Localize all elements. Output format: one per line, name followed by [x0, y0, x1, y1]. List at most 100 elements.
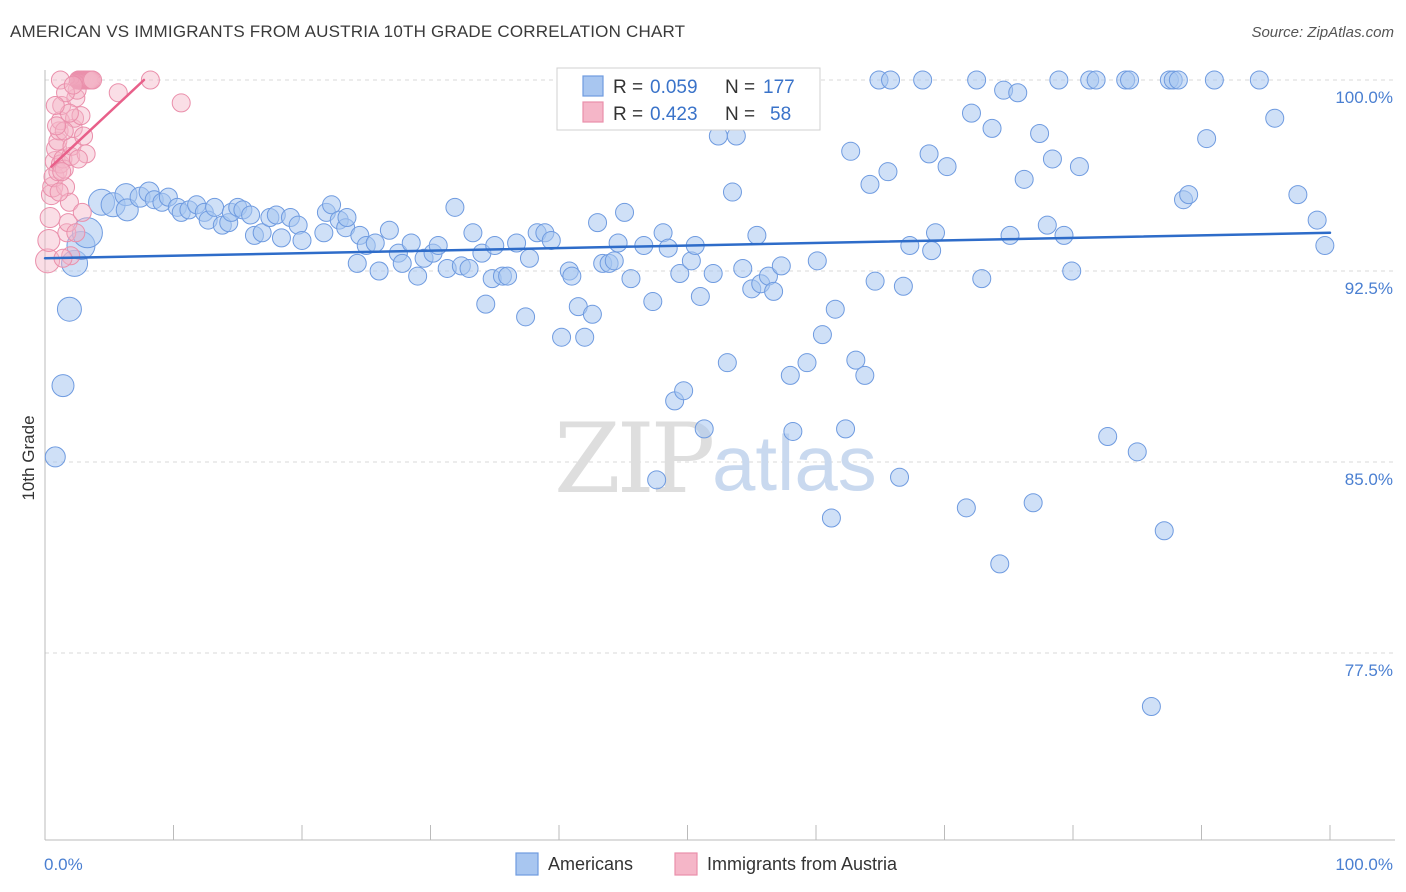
point-americans-0 [44, 446, 66, 468]
point-americans-134 [961, 103, 981, 123]
point-americans-76 [575, 327, 595, 347]
point-austria-2 [39, 207, 61, 229]
trend-line-austria [50, 78, 146, 168]
point-americans-83 [615, 202, 635, 222]
point-americans-116 [836, 419, 856, 439]
point-americans-21 [205, 197, 225, 217]
point-americans-42 [347, 253, 367, 273]
point-austria-44 [68, 149, 88, 169]
point-americans-129 [919, 144, 939, 164]
point-austria-39 [56, 83, 76, 103]
point-americans-114 [821, 508, 841, 528]
point-americans-56 [445, 197, 465, 217]
point-austria-19 [59, 192, 79, 212]
point-americans-113 [812, 325, 832, 345]
point-americans-150 [1069, 157, 1089, 177]
point-americans-84 [621, 269, 641, 289]
point-americans-127 [900, 236, 920, 256]
point-americans-36 [314, 223, 334, 243]
point-americans-157 [1141, 696, 1161, 716]
point-americans-117 [841, 141, 861, 161]
top-legend: R = 0.059 N = 177 R = 0.423 N = 58 [556, 67, 821, 131]
point-americans-149 [1062, 261, 1082, 281]
chart-source: Source: ZipAtlas.com [1251, 24, 1394, 41]
tick-labels: 100.0% 92.5% 85.0% 77.5% 0.0% 100.0% [44, 88, 1393, 874]
point-austria-52 [61, 246, 81, 266]
point-americans-133 [956, 498, 976, 518]
point-austria-0 [35, 248, 61, 274]
point-americans-147 [1049, 70, 1069, 90]
point-austria-57 [72, 202, 92, 222]
point-americans-141 [1008, 83, 1028, 103]
legend-r-label-americans: R = [613, 77, 643, 98]
point-austria-51 [66, 223, 86, 243]
legend-r-value-americans: 0.059 [650, 77, 698, 98]
point-americans-51 [408, 266, 428, 286]
point-americans-2 [56, 296, 82, 322]
point-americans-108 [771, 256, 791, 276]
point-americans-155 [1120, 70, 1140, 90]
trend-line-americans [43, 231, 1332, 260]
point-americans-132 [937, 157, 957, 177]
point-americans-143 [1023, 493, 1043, 513]
point-americans-161 [1168, 70, 1188, 90]
point-americans-68 [519, 248, 539, 268]
point-americans-128 [913, 70, 933, 90]
point-americans-138 [990, 554, 1010, 574]
point-austria-54 [108, 83, 128, 103]
point-americans-59 [463, 223, 483, 243]
point-americans-112 [807, 251, 827, 271]
point-americans-29 [252, 223, 272, 243]
point-americans-165 [1204, 70, 1224, 90]
point-austria-49 [47, 116, 67, 136]
point-americans-67 [516, 307, 536, 327]
point-americans-35 [292, 230, 312, 250]
point-americans-120 [860, 174, 880, 194]
point-americans-72 [552, 327, 572, 347]
point-americans-119 [855, 365, 875, 385]
legend-n-value-austria: 58 [770, 104, 791, 125]
point-americans-148 [1054, 225, 1074, 245]
point-americans-131 [926, 223, 946, 243]
watermark-zip: ZIP [554, 403, 713, 515]
bottom-legend-swatch-austria [674, 852, 698, 876]
legend-r-value-austria: 0.423 [650, 104, 698, 125]
legend-n-value-americans: 177 [763, 77, 795, 98]
point-americans-77 [582, 304, 602, 324]
legend-n-label-austria: N = [725, 104, 755, 125]
point-austria-40 [63, 75, 83, 95]
point-austria-9 [49, 121, 69, 141]
legend-r-label-austria: R = [613, 104, 643, 125]
point-americans-144 [1030, 123, 1050, 143]
point-americans-50 [401, 233, 421, 253]
point-americans-49 [392, 253, 412, 273]
bottom-legend-swatch-americans [515, 852, 539, 876]
point-americans-97 [703, 264, 723, 284]
point-americans-118 [846, 350, 866, 370]
point-austria-56 [171, 93, 191, 113]
point-americans-74 [562, 266, 582, 286]
point-americans-170 [1315, 236, 1335, 256]
point-austria-37 [83, 70, 103, 90]
point-americans-168 [1288, 185, 1308, 205]
point-americans-91 [670, 264, 690, 284]
point-americans-41 [337, 208, 357, 228]
point-americans-156 [1127, 442, 1147, 462]
point-americans-152 [1086, 70, 1106, 90]
point-americans-95 [690, 286, 710, 306]
chart-title: AMERICAN VS IMMIGRANTS FROM AUSTRIA 10TH… [10, 22, 686, 41]
point-americans-82 [608, 233, 628, 253]
point-americans-121 [865, 271, 885, 291]
point-americans-164 [1197, 129, 1217, 149]
point-austria-55 [140, 70, 160, 90]
point-americans-153 [1098, 427, 1118, 447]
point-americans-130 [922, 241, 942, 261]
trend-lines [43, 78, 1332, 260]
point-americans-71 [541, 230, 561, 250]
point-austria-16 [56, 177, 76, 197]
point-americans-109 [780, 365, 800, 385]
point-americans-47 [379, 220, 399, 240]
point-austria-8 [48, 131, 68, 151]
point-americans-62 [476, 294, 496, 314]
point-americans-99 [717, 353, 737, 373]
